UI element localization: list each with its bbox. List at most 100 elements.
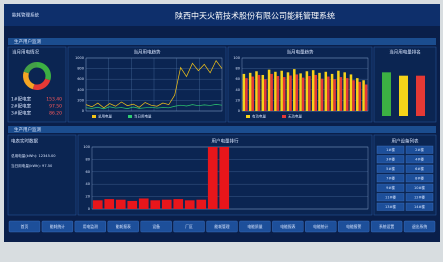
device-label[interactable]: 9#楼 bbox=[386, 185, 395, 190]
device-label[interactable]: 3#楼 bbox=[386, 156, 395, 161]
device-label[interactable]: 4#楼 bbox=[415, 156, 424, 161]
y-tick-label: 60 bbox=[236, 77, 240, 81]
nav-label[interactable]: 能耗报表 bbox=[116, 224, 131, 229]
bar bbox=[365, 85, 368, 112]
bar bbox=[359, 82, 362, 111]
bar bbox=[312, 70, 315, 111]
device-label[interactable]: 10#楼 bbox=[414, 185, 425, 190]
panel-title: 用户设备列表 bbox=[392, 138, 419, 145]
bar bbox=[343, 72, 346, 111]
bar bbox=[255, 71, 258, 111]
nav-label[interactable]: 用电监测 bbox=[83, 224, 98, 229]
legend-label: 有功电量 bbox=[252, 114, 266, 119]
panel-title: 当月电量趋势 bbox=[287, 49, 314, 56]
y-tick-label: 0 bbox=[88, 207, 90, 211]
bar bbox=[262, 75, 265, 111]
bar bbox=[162, 200, 172, 209]
device-label[interactable]: 12#楼 bbox=[414, 194, 425, 199]
bar bbox=[314, 75, 317, 111]
nav-label[interactable]: 电能统计 bbox=[313, 224, 328, 229]
bar bbox=[243, 74, 246, 111]
bar bbox=[356, 78, 359, 111]
panel-title: 当月用电趋势 bbox=[134, 49, 161, 56]
legend-value: 97.50 bbox=[49, 104, 62, 110]
y-tick-label: 0 bbox=[238, 109, 240, 113]
bar bbox=[289, 75, 292, 111]
bar bbox=[274, 72, 277, 111]
brand: 能耗管理系统 bbox=[12, 12, 39, 19]
bar bbox=[318, 73, 321, 111]
y-tick-label: 400 bbox=[77, 88, 84, 92]
y-tick-label: 20 bbox=[236, 98, 240, 102]
nav-label[interactable]: 设备 bbox=[152, 224, 160, 229]
y-tick-label: 80 bbox=[86, 157, 90, 161]
device-label[interactable]: 8#楼 bbox=[415, 175, 424, 180]
bar bbox=[280, 71, 283, 111]
section-title: 生产用户监测 bbox=[14, 38, 41, 45]
bar bbox=[93, 200, 103, 209]
title: 陕西中天火箭技术股份有限公司能耗管理系统 bbox=[175, 11, 335, 21]
legend-value: 153.40 bbox=[46, 97, 62, 103]
bar bbox=[299, 73, 302, 111]
bar bbox=[293, 69, 296, 111]
device-label[interactable]: 2#楼 bbox=[415, 147, 424, 152]
nav-label[interactable]: 能耗管理 bbox=[214, 224, 229, 229]
bar bbox=[219, 147, 229, 209]
nav-label[interactable]: 能耗统计 bbox=[50, 224, 65, 229]
bar bbox=[139, 198, 149, 209]
bar bbox=[327, 77, 330, 111]
nav-label[interactable]: 厂区 bbox=[185, 224, 193, 229]
section-bar bbox=[8, 38, 436, 45]
device-label[interactable]: 6#楼 bbox=[415, 166, 424, 171]
bar bbox=[264, 79, 267, 111]
device-label[interactable]: 1#楼 bbox=[386, 147, 395, 152]
bar bbox=[277, 76, 280, 111]
y-tick-label: 800 bbox=[77, 67, 84, 71]
nav-label[interactable]: 电能报表 bbox=[280, 224, 295, 229]
nav-label[interactable]: 首页 bbox=[21, 224, 29, 229]
panel bbox=[8, 135, 76, 215]
bar bbox=[306, 71, 309, 111]
bar bbox=[416, 76, 425, 116]
y-tick-label: 40 bbox=[86, 182, 90, 186]
nav-label[interactable]: 电能质量 bbox=[247, 224, 262, 229]
device-label[interactable]: 7#楼 bbox=[386, 175, 395, 180]
nav-label[interactable]: 系统设置 bbox=[379, 224, 394, 229]
legend-swatch bbox=[282, 115, 286, 118]
bar bbox=[245, 78, 248, 111]
y-tick-label: 200 bbox=[77, 98, 84, 102]
y-tick-label: 60 bbox=[86, 170, 90, 174]
bar bbox=[331, 74, 334, 111]
nav-label[interactable]: 退出系统 bbox=[412, 224, 427, 229]
bar bbox=[352, 80, 355, 111]
legend-label: 总用电量 bbox=[98, 114, 112, 119]
nav-label[interactable]: 电能报警 bbox=[346, 224, 361, 229]
legend-label: 2#配电室 bbox=[11, 103, 32, 110]
bar bbox=[399, 76, 408, 116]
legend-value: 86.20 bbox=[49, 111, 62, 117]
bar bbox=[127, 201, 137, 209]
bar bbox=[302, 78, 305, 111]
bar bbox=[258, 75, 261, 111]
bar bbox=[333, 79, 336, 111]
device-label[interactable]: 11#楼 bbox=[385, 194, 396, 199]
panel-title: 当月用电量排名 bbox=[389, 49, 421, 56]
device-label[interactable]: 5#楼 bbox=[386, 166, 395, 171]
bar bbox=[116, 200, 126, 209]
y-tick-label: 40 bbox=[236, 88, 240, 92]
bar bbox=[382, 72, 391, 116]
bar bbox=[196, 200, 206, 209]
device-label[interactable]: 13#楼 bbox=[385, 204, 396, 209]
legend-swatch bbox=[128, 115, 132, 118]
bar bbox=[296, 74, 299, 111]
legend-label: 当日用电量 bbox=[134, 114, 152, 119]
y-tick-label: 100 bbox=[233, 56, 240, 60]
legend-label: 3#配电室 bbox=[11, 110, 32, 117]
device-label[interactable]: 14#楼 bbox=[414, 204, 425, 209]
bar bbox=[287, 72, 290, 111]
section-title: 生产用户监测 bbox=[14, 126, 41, 133]
legend-swatch bbox=[246, 115, 250, 118]
y-tick-label: 0 bbox=[82, 109, 84, 113]
info-line: 当日用电量(kWh): 97.50 bbox=[11, 163, 53, 168]
panel bbox=[68, 47, 226, 122]
